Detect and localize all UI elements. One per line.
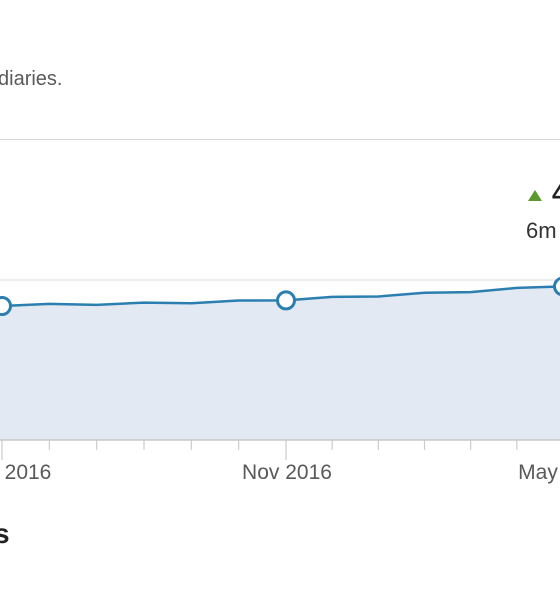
section-heading: s <box>0 518 10 549</box>
chart-point-3 <box>553 276 560 296</box>
headcount-chart: 2016 Nov 2016 May <box>0 240 560 490</box>
chart-x-tick-label: May <box>518 461 558 484</box>
chart-x-tick-label: Nov 2016 <box>242 461 332 484</box>
chart-point-1 <box>0 296 12 316</box>
growth-value: 4 <box>552 178 560 208</box>
page-subtitle: diaries. <box>0 68 63 90</box>
section-divider <box>0 139 560 140</box>
trend-up-icon <box>528 190 542 201</box>
chart-svg: 2016 Nov 2016 May <box>0 276 560 484</box>
chart-x-tick-label: 2016 <box>5 461 52 484</box>
chart-area <box>0 286 560 440</box>
growth-period: 6m <box>526 218 557 243</box>
chart-point-2 <box>276 290 296 311</box>
